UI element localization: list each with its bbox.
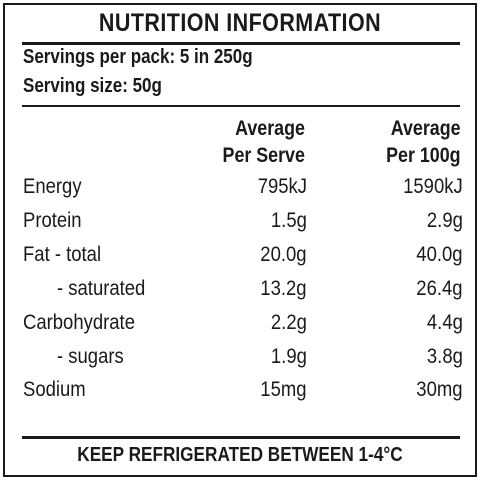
nutrient-label: Fat - total bbox=[23, 243, 102, 266]
per-100g-value: 1590kJ bbox=[403, 175, 463, 198]
column-header-per-100g-line1: Average bbox=[391, 117, 461, 140]
per-serve-value: 1.9g bbox=[271, 345, 307, 368]
per-serve-value: 13.2g bbox=[260, 277, 307, 300]
per-100g-value: 3.8g bbox=[427, 345, 463, 368]
nutrient-row-sodium: Sodium 15mg 30mg bbox=[5, 373, 475, 407]
per-serve-value: 20.0g bbox=[260, 243, 307, 266]
nutrient-label: Sodium bbox=[23, 378, 86, 401]
serving-size: Serving size: 50g bbox=[23, 75, 162, 97]
per-100g-value: 2.9g bbox=[427, 209, 463, 232]
title-divider bbox=[22, 42, 460, 45]
panel-title: NUTRITION INFORMATION bbox=[98, 9, 382, 37]
footer-divider bbox=[22, 436, 460, 439]
nutrient-label: - saturated bbox=[57, 277, 146, 300]
nutrient-label: - sugars bbox=[57, 345, 124, 368]
per-serve-value: 15mg bbox=[260, 378, 307, 401]
servings-per-pack: Servings per pack: 5 in 250g bbox=[23, 46, 253, 68]
nutrient-label: Carbohydrate bbox=[23, 311, 135, 334]
column-header-per-100g: Average Per 100g bbox=[387, 115, 461, 169]
per-100g-value: 4.4g bbox=[427, 311, 463, 334]
serving-divider bbox=[22, 105, 460, 107]
storage-instruction: KEEP REFRIGERATED BETWEEN 1-4°C bbox=[77, 444, 403, 466]
nutrient-row-energy: Energy 795kJ 1590kJ bbox=[5, 170, 475, 204]
nutrient-row-sugars: - sugars 1.9g 3.8g bbox=[5, 340, 475, 374]
nutrient-label: Protein bbox=[23, 209, 82, 232]
per-serve-value: 795kJ bbox=[257, 175, 307, 198]
nutrition-panel: NUTRITION INFORMATION Servings per pack:… bbox=[3, 3, 477, 477]
column-header-per-serve-line1: Average bbox=[235, 117, 305, 140]
column-header-per-100g-line2: Per 100g bbox=[386, 144, 461, 167]
column-header-per-serve: Average Per Serve bbox=[223, 115, 305, 169]
nutrient-row-saturated: - saturated 13.2g 26.4g bbox=[5, 272, 475, 306]
nutrient-row-carbohydrate: Carbohydrate 2.2g 4.4g bbox=[5, 306, 475, 340]
per-100g-value: 30mg bbox=[416, 378, 463, 401]
per-100g-value: 40.0g bbox=[416, 243, 463, 266]
nutrient-label: Energy bbox=[23, 175, 82, 198]
nutrient-row-fat-total: Fat - total 20.0g 40.0g bbox=[5, 238, 475, 272]
per-100g-value: 26.4g bbox=[416, 277, 463, 300]
column-header-per-serve-line2: Per Serve bbox=[222, 144, 305, 167]
per-serve-value: 2.2g bbox=[271, 311, 307, 334]
per-serve-value: 1.5g bbox=[271, 209, 307, 232]
nutrient-row-protein: Protein 1.5g 2.9g bbox=[5, 204, 475, 238]
